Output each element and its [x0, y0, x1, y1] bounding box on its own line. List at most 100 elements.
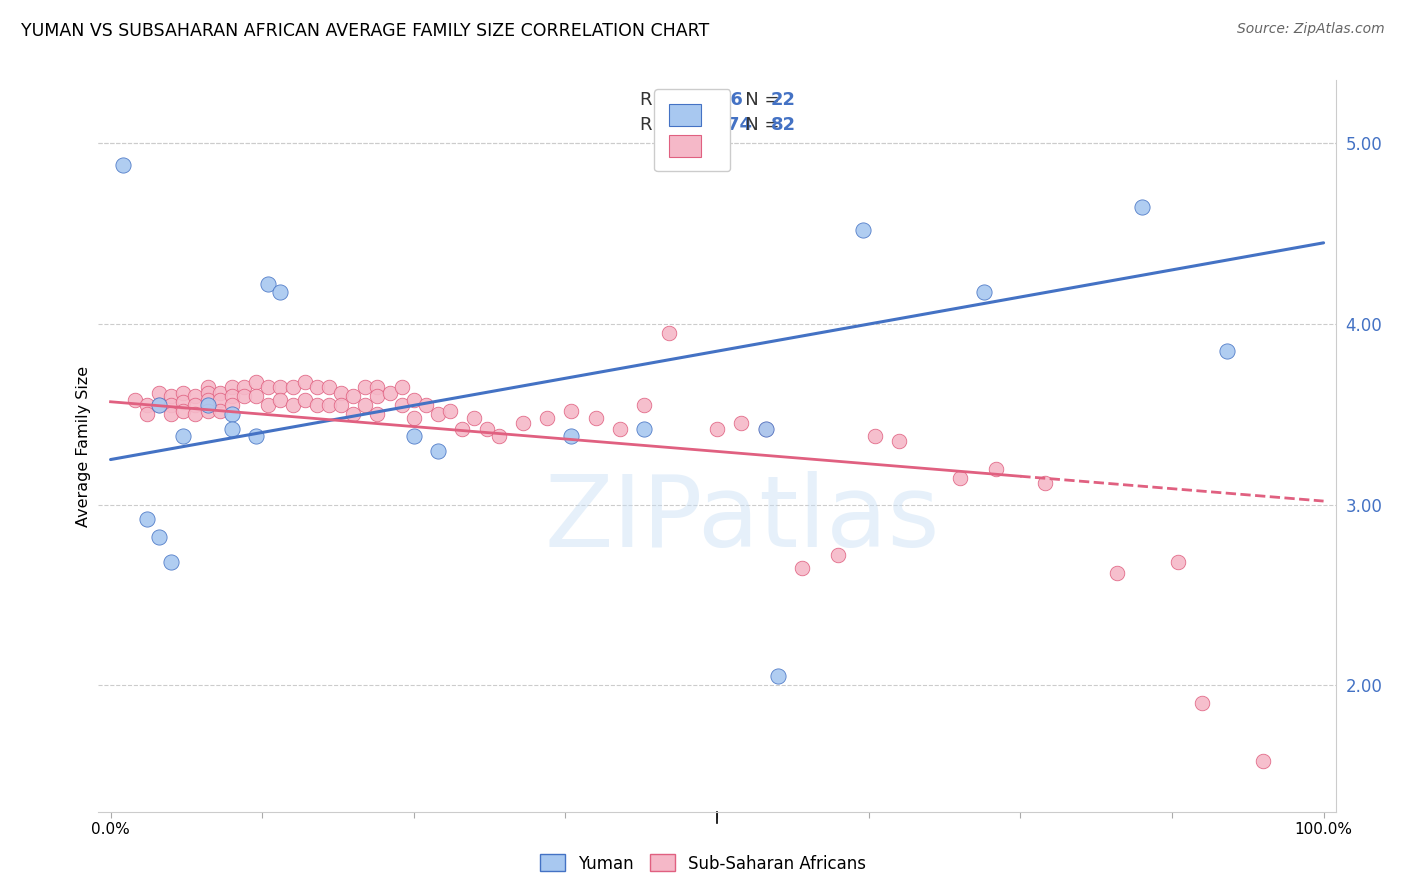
Point	[148, 398, 170, 412]
Point	[197, 398, 219, 412]
Point	[475, 422, 498, 436]
Point	[208, 385, 231, 400]
Point	[402, 429, 425, 443]
Point	[585, 411, 607, 425]
Point	[245, 389, 267, 403]
Point	[755, 422, 778, 436]
Point	[111, 158, 134, 172]
Point	[863, 429, 886, 443]
Point	[887, 434, 910, 449]
Text: −0.174: −0.174	[681, 116, 752, 134]
Point	[221, 408, 243, 422]
Point	[233, 380, 256, 394]
Point	[609, 422, 631, 436]
Point	[1191, 697, 1213, 711]
Point	[342, 408, 364, 422]
Point	[269, 380, 291, 394]
Point	[208, 392, 231, 407]
Point	[973, 285, 995, 299]
Point	[463, 411, 485, 425]
Point	[402, 392, 425, 407]
Point	[391, 380, 413, 394]
Point	[294, 375, 316, 389]
Text: N =: N =	[728, 116, 786, 134]
Point	[330, 398, 353, 412]
Point	[633, 398, 655, 412]
Point	[305, 398, 328, 412]
Point	[342, 389, 364, 403]
Point	[330, 385, 353, 400]
Point	[172, 404, 194, 418]
Point	[984, 461, 1007, 475]
Text: R =: R =	[640, 91, 685, 109]
Point	[136, 398, 159, 412]
Point	[184, 389, 207, 403]
Point	[172, 385, 194, 400]
Point	[427, 408, 450, 422]
Point	[294, 392, 316, 407]
Point	[269, 392, 291, 407]
Point	[305, 380, 328, 394]
Point	[233, 389, 256, 403]
Point	[1251, 754, 1274, 768]
Point	[245, 429, 267, 443]
Point	[124, 392, 146, 407]
Point	[415, 398, 437, 412]
Text: 0.316: 0.316	[686, 91, 742, 109]
Text: N =: N =	[728, 91, 786, 109]
Point	[160, 398, 183, 412]
Point	[160, 408, 183, 422]
Point	[318, 380, 340, 394]
Point	[257, 380, 280, 394]
Point	[852, 223, 875, 237]
Point	[766, 669, 789, 683]
Text: 22: 22	[770, 91, 796, 109]
Text: Source: ZipAtlas.com: Source: ZipAtlas.com	[1237, 22, 1385, 37]
Point	[136, 512, 159, 526]
Point	[560, 429, 582, 443]
Y-axis label: Average Family Size: Average Family Size	[76, 366, 91, 526]
Point	[366, 380, 388, 394]
Point	[730, 417, 752, 431]
Point	[1215, 344, 1237, 359]
Point	[790, 561, 813, 575]
Point	[366, 389, 388, 403]
Point	[281, 398, 304, 412]
Point	[560, 404, 582, 418]
Point	[172, 394, 194, 409]
Point	[378, 385, 401, 400]
Point	[427, 443, 450, 458]
Point	[657, 326, 679, 340]
Point	[536, 411, 558, 425]
Point	[488, 429, 510, 443]
Point	[439, 404, 461, 418]
Point	[221, 380, 243, 394]
Point	[1167, 556, 1189, 570]
Point	[269, 285, 291, 299]
Point	[318, 398, 340, 412]
Text: 82: 82	[770, 116, 796, 134]
Point	[184, 408, 207, 422]
Text: YUMAN VS SUBSAHARAN AFRICAN AVERAGE FAMILY SIZE CORRELATION CHART: YUMAN VS SUBSAHARAN AFRICAN AVERAGE FAMI…	[21, 22, 710, 40]
Point	[172, 429, 194, 443]
Point	[221, 422, 243, 436]
Point	[512, 417, 534, 431]
Point	[366, 408, 388, 422]
Point	[1033, 476, 1056, 491]
Point	[281, 380, 304, 394]
Point	[221, 398, 243, 412]
Point	[402, 411, 425, 425]
Point	[1107, 566, 1129, 581]
Point	[451, 422, 474, 436]
Point	[197, 380, 219, 394]
Point	[221, 389, 243, 403]
Point	[160, 389, 183, 403]
Point	[148, 398, 170, 412]
Point	[257, 277, 280, 292]
Point	[755, 422, 778, 436]
Point	[949, 470, 972, 484]
Point	[354, 380, 377, 394]
Legend: Yuman, Sub-Saharan Africans: Yuman, Sub-Saharan Africans	[533, 847, 873, 880]
Point	[208, 404, 231, 418]
Point	[245, 375, 267, 389]
